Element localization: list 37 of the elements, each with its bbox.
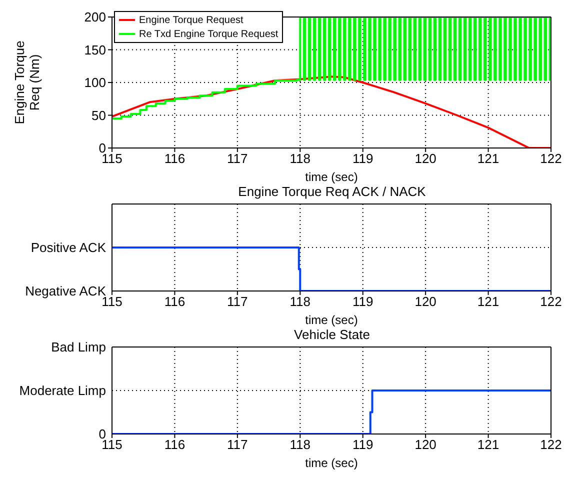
x-tick-label: 122: [540, 294, 562, 310]
x-tick-label: 117: [227, 151, 248, 166]
x-tick-label: 118: [290, 151, 311, 166]
x-tick-label: 122: [540, 437, 562, 452]
x-tick-label: 115: [102, 294, 122, 310]
x-tick-label: 120: [414, 437, 436, 452]
x-tick-label: 120: [414, 294, 436, 310]
x-tick-label: 116: [164, 294, 186, 310]
category-label: Positive ACK: [30, 240, 106, 256]
x-axis-title: time (sec): [305, 313, 358, 327]
x-tick-label: 121: [477, 294, 500, 310]
x-tick-label: 122: [540, 151, 562, 166]
y-tick-label: 50: [92, 108, 106, 123]
category-label: Bad Limp: [51, 340, 106, 355]
y-axis-title: Engine Torque Req (Nm): [12, 40, 42, 124]
x-tick-label: 117: [227, 294, 248, 310]
y-tick-label: 150: [84, 42, 106, 58]
legend-label: Re Txd Engine Torque Request: [139, 28, 278, 40]
x-axis-title: time (sec): [305, 456, 358, 470]
legend-label: Engine Torque Request: [139, 14, 244, 26]
category-label: Moderate Limp: [19, 383, 106, 398]
chart-title: Engine Torque Req ACK / NACK: [237, 184, 427, 199]
y-tick-label: 100: [84, 75, 106, 90]
x-tick-label: 121: [477, 437, 500, 452]
x-tick-label: 119: [352, 437, 374, 452]
x-axis-title: time (sec): [305, 170, 358, 184]
x-tick-label: 117: [227, 437, 248, 452]
x-tick-label: 119: [352, 294, 374, 310]
x-tick-label: 120: [414, 151, 436, 166]
x-tick-label: 116: [164, 151, 186, 166]
chart-title: Vehicle State: [293, 327, 371, 342]
y-tick-label: 200: [84, 10, 106, 25]
x-tick-label: 118: [290, 294, 311, 310]
x-tick-label: 116: [164, 437, 186, 452]
x-tick-label: 118: [290, 437, 311, 452]
x-tick-label: 119: [352, 151, 374, 166]
x-tick-label: 121: [477, 151, 500, 166]
